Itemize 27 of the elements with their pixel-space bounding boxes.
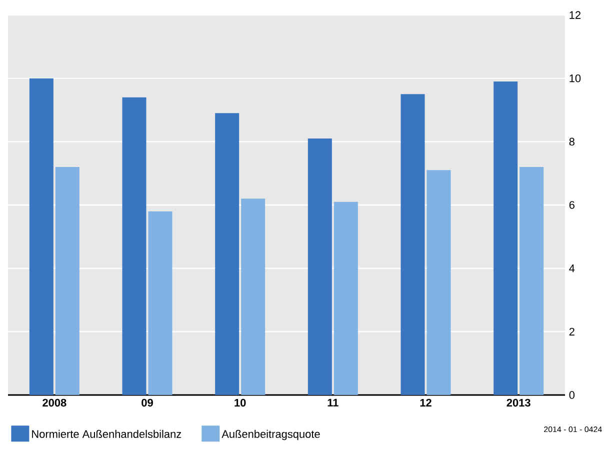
x-tick-label: 2008 <box>42 398 66 407</box>
x-tick-label: 2013 <box>506 398 530 407</box>
y-tick-label: 12 <box>570 11 580 19</box>
y-tick-label: 0 <box>569 391 575 399</box>
bar <box>55 166 80 395</box>
bar <box>215 113 240 395</box>
bar <box>308 138 332 395</box>
x-tick-label: 10 <box>234 398 246 407</box>
bar <box>122 97 146 395</box>
bar <box>334 202 358 395</box>
y-tick-label: 10 <box>570 74 581 82</box>
bar <box>400 94 425 395</box>
bar <box>426 170 451 395</box>
y-tick-label: 4 <box>569 264 575 272</box>
bar <box>520 166 544 395</box>
x-tick-label: 12 <box>420 398 432 406</box>
y-tick-label: 6 <box>569 201 574 209</box>
y-tick-label: 8 <box>569 138 574 146</box>
bar <box>29 78 54 395</box>
x-tick-label: 09 <box>142 398 153 407</box>
legend-label: Normierte Außenhandelsbilanz <box>32 430 182 438</box>
bar <box>148 211 172 395</box>
bar <box>494 81 518 395</box>
legend-label: Außenbeitragsquote <box>222 430 320 440</box>
x-tick-label: 11 <box>328 398 338 406</box>
y-tick-label: 2 <box>569 328 574 336</box>
bar <box>241 198 266 395</box>
